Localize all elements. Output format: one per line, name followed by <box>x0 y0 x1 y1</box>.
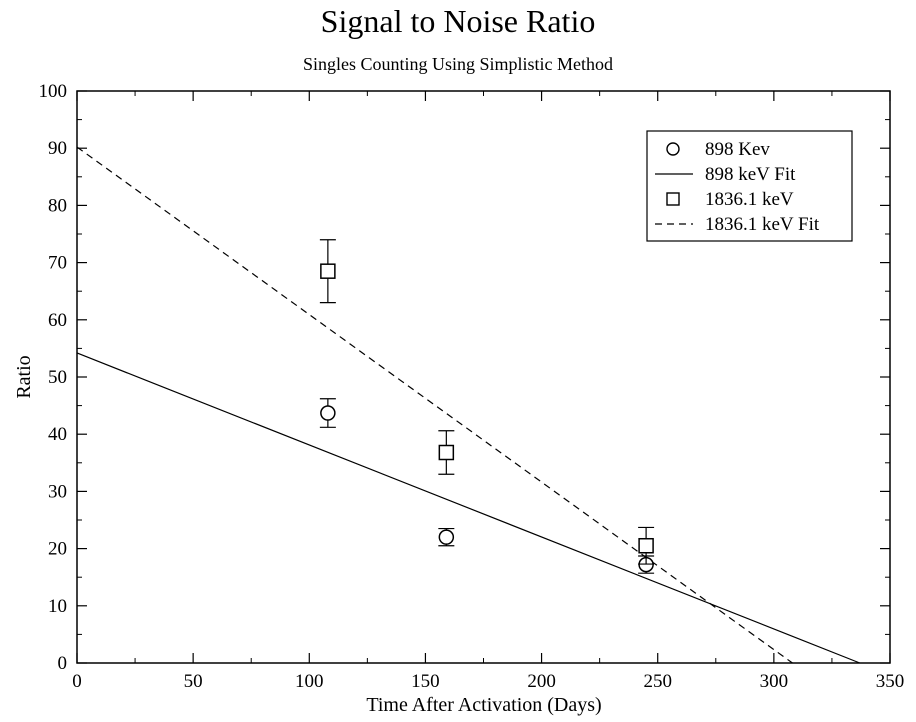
x-tick-label: 250 <box>643 671 672 692</box>
898-kev-point <box>320 405 336 421</box>
y-tick-label: 0 <box>58 653 68 674</box>
legend-898-kev-fit-label: 898 keV Fit <box>705 164 796 185</box>
y-tick-label: 70 <box>48 253 67 274</box>
chart-title: Signal to Noise Ratio <box>321 3 596 39</box>
1836-1-kev-point <box>638 537 654 554</box>
y-tick-label: 10 <box>48 596 67 617</box>
898-kev-fit-line <box>76 352 861 664</box>
y-tick-label: 40 <box>48 424 67 445</box>
x-tick-label: 50 <box>184 671 203 692</box>
x-tick-label: 200 <box>527 671 556 692</box>
x-tick-label: 100 <box>295 671 324 692</box>
1836-1-kev-point <box>320 263 336 279</box>
x-tick-label: 150 <box>411 671 440 692</box>
y-tick-label: 60 <box>48 310 67 331</box>
y-tick-label: 80 <box>48 195 67 216</box>
y-tick-label: 50 <box>48 367 67 388</box>
x-tick-label: 300 <box>760 671 789 692</box>
chart-subtitle: Singles Counting Using Simplistic Method <box>303 54 613 74</box>
898-kev-point <box>438 529 455 545</box>
legend-898-kev-symbol <box>666 142 680 156</box>
x-tick-label: 350 <box>876 671 905 692</box>
y-tick-label: 30 <box>48 481 67 502</box>
legend-box <box>646 130 853 242</box>
legend-898-kev-label: 898 Kev <box>705 139 770 160</box>
legend-1836-1-kev-label: 1836.1 keV <box>705 189 794 210</box>
legend-1836-1-kev-symbol <box>666 192 680 206</box>
y-tick-label: 90 <box>48 138 67 159</box>
x-axis-label: Time After Activation (Days) <box>366 694 601 716</box>
y-tick-label: 20 <box>48 539 67 560</box>
y-axis-label: Ratio <box>13 355 35 398</box>
1836-1-kev-fit-line <box>76 146 793 664</box>
y-tick-label: 100 <box>39 81 68 102</box>
x-tick-label: 0 <box>72 671 82 692</box>
1836-1-kev-point <box>438 444 455 461</box>
legend-1836-1-kev-fit-label: 1836.1 keV Fit <box>705 214 820 235</box>
